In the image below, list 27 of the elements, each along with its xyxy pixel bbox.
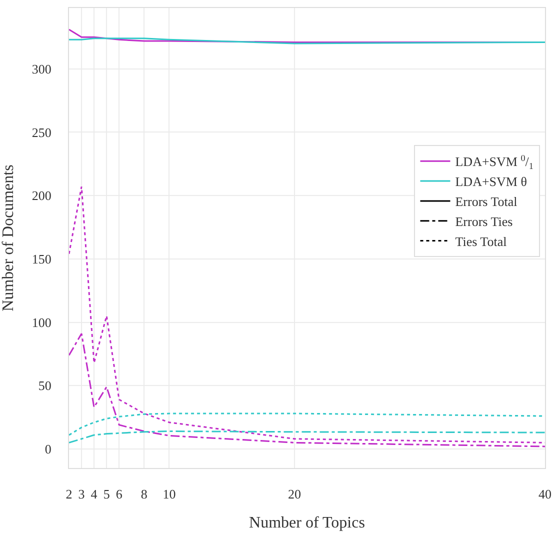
x-tick-label: 5 <box>103 486 110 502</box>
y-tick-label: 100 <box>32 314 52 330</box>
x-tick-label: 2 <box>66 486 72 502</box>
y-tick-label: 50 <box>38 378 52 394</box>
legend-label: LDA+SVM θ <box>455 174 527 190</box>
line-series <box>69 186 545 444</box>
y-tick-label: 0 <box>44 442 52 457</box>
y-tick-label: 300 <box>32 61 52 76</box>
annotation: Errors Total <box>455 194 518 210</box>
y-axis-title: Number of Documents <box>0 164 17 312</box>
x-tick-label: 40 <box>538 486 552 502</box>
x-tick-label: 20 <box>288 486 301 502</box>
x-tick-label: 8 <box>140 486 148 502</box>
annotation: Errors Ties <box>455 214 513 229</box>
y-tick-label: 200 <box>32 188 52 204</box>
x-tick-label: 3 <box>78 486 85 502</box>
line-series <box>69 332 545 448</box>
line-series <box>69 412 545 436</box>
x-tick-label: 4 <box>90 486 98 502</box>
legend-label: LDA+SVM $^{0}$/$_{1}$ <box>455 152 534 171</box>
y-tick-label: 150 <box>32 251 52 266</box>
x-tick-label: 10 <box>162 486 176 502</box>
line-series <box>69 430 545 444</box>
x-tick-label: 6 <box>116 486 123 502</box>
annotation: Ties Total <box>455 234 508 249</box>
y-tick-label: 250 <box>32 124 52 140</box>
x-axis-title: Number of Topics <box>249 514 365 532</box>
